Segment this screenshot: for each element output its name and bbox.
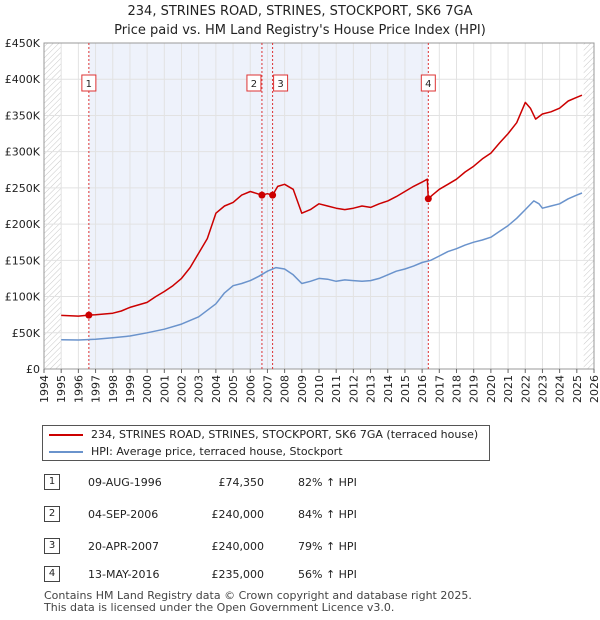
- transaction-number: 1: [44, 474, 60, 490]
- x-tick-label: 2025: [571, 375, 584, 403]
- x-tick-label: 1994: [38, 375, 51, 403]
- transaction-date: 13-MAY-2016: [88, 568, 160, 581]
- y-tick-label: £450K: [5, 37, 41, 50]
- transaction-hpi: 84% ↑ HPI: [298, 508, 357, 521]
- y-tick-label: £200K: [5, 218, 41, 231]
- x-tick-label: 2013: [365, 375, 378, 403]
- transaction-hpi: 79% ↑ HPI: [298, 540, 357, 553]
- x-tick-label: 2008: [279, 375, 292, 403]
- x-tick-label: 2026: [588, 375, 600, 403]
- property-price-line: [61, 94, 583, 317]
- transaction-price: £235,000: [211, 568, 265, 581]
- y-tick-label: £300K: [5, 146, 41, 159]
- x-tick-label: 1998: [107, 375, 120, 403]
- x-tick-label: 2024: [554, 375, 567, 403]
- x-tick-label: 2010: [313, 375, 326, 403]
- x-tick-label: 1999: [124, 375, 137, 403]
- x-tick-label: 1995: [55, 375, 68, 403]
- no-data-hatch-region: [44, 43, 62, 369]
- sale-label-number: 1: [86, 79, 92, 90]
- transaction-hpi: 82% ↑ HPI: [298, 476, 357, 489]
- transaction-price: £240,000: [211, 540, 265, 553]
- legend-label-hpi: HPI: Average price, terraced house, Stoc…: [91, 445, 343, 458]
- transaction-row: 1 09-AUG-1996 £74,350 82% ↑ HPI: [44, 473, 444, 493]
- sale-point: [258, 191, 266, 199]
- y-tick-label: £400K: [5, 73, 41, 86]
- x-tick-label: 2004: [210, 375, 223, 403]
- sale-point: [85, 311, 93, 319]
- x-tick-label: 2001: [158, 375, 171, 403]
- x-tick-label: 2019: [468, 375, 481, 403]
- x-tick-label: 2022: [519, 375, 532, 403]
- transaction-date: 04-SEP-2006: [88, 508, 159, 521]
- chart-title: 234, STRINES ROAD, STRINES, STOCKPORT, S…: [127, 4, 473, 19]
- no-data-hatch-region: [583, 43, 594, 369]
- sale-label-number: 2: [251, 79, 257, 90]
- chart-subtitle: Price paid vs. HM Land Registry's House …: [114, 23, 486, 38]
- x-tick-label: 2016: [416, 375, 429, 403]
- y-tick-label: £100K: [5, 291, 41, 304]
- sale-point: [269, 191, 277, 199]
- footer: Contains HM Land Registry data © Crown c…: [44, 590, 472, 614]
- chart-title-block: 234, STRINES ROAD, STRINES, STOCKPORT, S…: [0, 2, 600, 40]
- hpi-line: [61, 192, 583, 341]
- x-tick-label: 2012: [347, 375, 360, 403]
- transaction-row: 4 13-MAY-2016 £235,000 56% ↑ HPI: [44, 565, 444, 585]
- x-tick-label: 2015: [399, 375, 412, 403]
- x-tick-label: 2009: [296, 375, 309, 403]
- x-tick-label: 2023: [536, 375, 549, 403]
- x-tick-label: 1997: [90, 375, 103, 403]
- sale-label-box: [273, 74, 289, 92]
- x-tick-label: 1996: [72, 375, 85, 403]
- sale-label-number: 3: [277, 79, 283, 90]
- sale-label-number: 4: [425, 79, 431, 90]
- footer-copyright: Contains HM Land Registry data © Crown c…: [44, 589, 472, 602]
- x-tick-label: 2017: [433, 375, 446, 403]
- transaction-price: £240,000: [211, 508, 265, 521]
- transaction-number: 3: [44, 538, 60, 554]
- legend-swatch-blue: [49, 451, 83, 453]
- price-chart: 1 2 3 4 £0 £50K £100K £150K £200K £250K £300K £350K…: [5, 37, 600, 403]
- sale-label-box: [246, 74, 262, 92]
- x-tick-label: 2002: [176, 375, 189, 403]
- x-tick-label: 2003: [193, 375, 206, 403]
- y-tick-label: £0: [26, 363, 40, 376]
- legend-label-property: 234, STRINES ROAD, STRINES, STOCKPORT, S…: [91, 428, 479, 441]
- x-tick-label: 2014: [382, 375, 395, 403]
- sale-period-band: [88, 43, 429, 369]
- x-tick-label: 2018: [451, 375, 464, 403]
- transaction-hpi: 56% ↑ HPI: [298, 568, 357, 581]
- x-tick-label: 2006: [244, 375, 257, 403]
- x-tick-label: 2021: [502, 375, 515, 403]
- x-tick-label: 2005: [227, 375, 240, 403]
- x-tick-label: 2011: [330, 375, 343, 403]
- y-tick-label: £50K: [12, 327, 41, 340]
- y-tick-label: £250K: [5, 182, 41, 195]
- legend: 234, STRINES ROAD, STRINES, STOCKPORT, S…: [42, 425, 490, 461]
- transaction-row: 2 04-SEP-2006 £240,000 84% ↑ HPI: [44, 505, 444, 525]
- transaction-row: 3 20-APR-2007 £240,000 79% ↑ HPI: [44, 537, 444, 557]
- transaction-date: 09-AUG-1996: [88, 476, 162, 489]
- y-tick-label: £350K: [5, 109, 41, 122]
- footer-licence: This data is licensed under the Open Gov…: [44, 601, 395, 614]
- x-tick-label: 2020: [485, 375, 498, 403]
- transaction-price: £74,350: [218, 476, 265, 489]
- transaction-date: 20-APR-2007: [88, 540, 160, 553]
- y-tick-label: £150K: [5, 254, 41, 267]
- sale-label-box: [420, 74, 436, 92]
- x-tick-label: 2007: [261, 375, 274, 403]
- transaction-number: 4: [44, 566, 60, 582]
- legend-swatch-red: [49, 434, 83, 436]
- x-tick-label: 2000: [141, 375, 154, 403]
- transaction-number: 2: [44, 506, 60, 522]
- sale-label-box: [81, 74, 97, 92]
- sale-point: [424, 195, 432, 203]
